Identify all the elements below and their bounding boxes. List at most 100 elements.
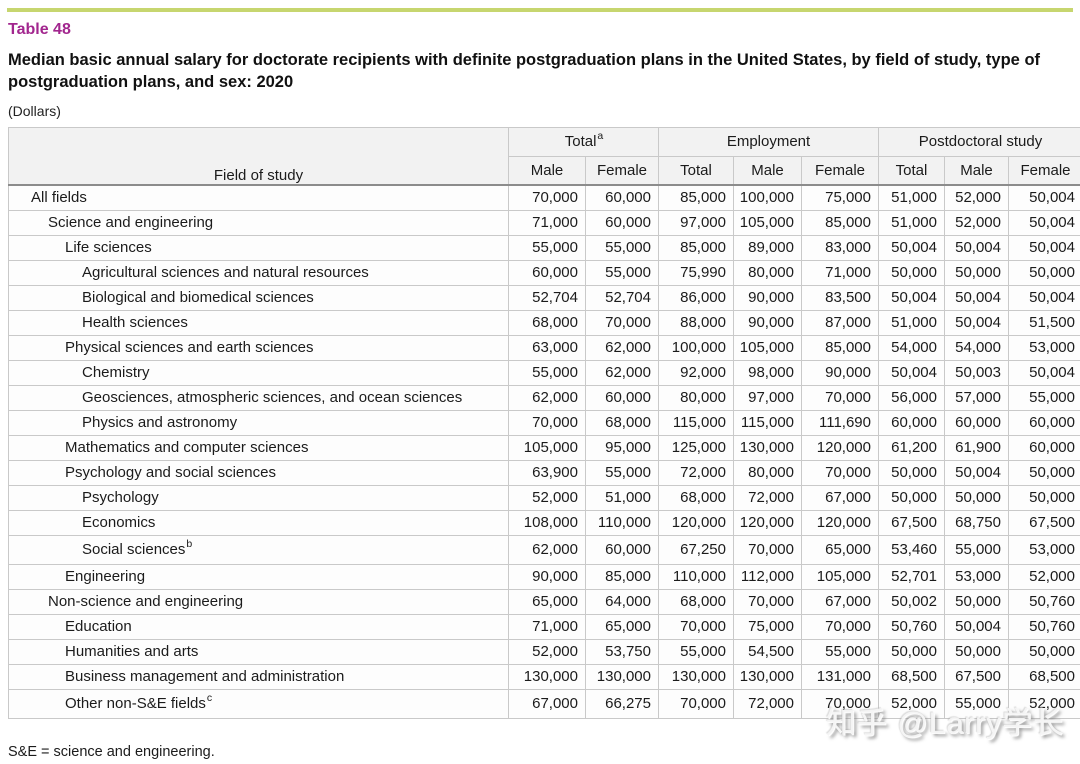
table-body: All fields 70,000 60,000 85,000 100,000 …: [9, 185, 1080, 719]
value-cell-postdoc-total: 50,000: [879, 639, 945, 664]
value-cell-postdoc-female: 68,500: [1009, 664, 1080, 689]
value-cell-employment-male: 115,000: [734, 410, 802, 435]
value-cell-postdoc-female: 50,000: [1009, 460, 1080, 485]
field-cell: Engineering: [9, 564, 509, 589]
field-label: Business management and administration: [65, 668, 344, 685]
value-cell-postdoc-male: 50,004: [945, 285, 1009, 310]
table-number-label: Table 48: [8, 21, 1072, 39]
field-cell: All fields: [9, 185, 509, 211]
value-cell-total-female: 60,000: [586, 185, 659, 211]
field-label: Humanities and arts: [65, 643, 198, 660]
value-cell-employment-female: 70,000: [802, 689, 879, 718]
value-cell-employment-male: 97,000: [734, 385, 802, 410]
value-cell-employment-total: 72,000: [659, 460, 734, 485]
table-row: Agricultural sciences and natural resour…: [9, 260, 1080, 285]
value-cell-employment-male: 75,000: [734, 614, 802, 639]
value-cell-employment-male: 100,000: [734, 185, 802, 211]
value-cell-postdoc-total: 67,500: [879, 510, 945, 535]
value-cell-postdoc-total: 52,000: [879, 689, 945, 718]
value-cell-postdoc-male: 50,004: [945, 310, 1009, 335]
value-cell-postdoc-female: 52,000: [1009, 689, 1080, 718]
value-cell-employment-female: 55,000: [802, 639, 879, 664]
value-cell-employment-female: 67,000: [802, 589, 879, 614]
subheader-employment-male: Male: [734, 156, 802, 185]
value-cell-total-male: 60,000: [509, 260, 586, 285]
table-row: Health sciences 68,000 70,000 88,000 90,…: [9, 310, 1080, 335]
value-cell-total-male: 62,000: [509, 535, 586, 564]
value-cell-total-male: 71,000: [509, 210, 586, 235]
field-cell: Mathematics and computer sciences: [9, 435, 509, 460]
value-cell-total-male: 71,000: [509, 614, 586, 639]
field-label: Social sciences: [82, 541, 185, 558]
value-cell-postdoc-female: 51,500: [1009, 310, 1080, 335]
value-cell-employment-male: 90,000: [734, 285, 802, 310]
table-row: Geosciences, atmospheric sciences, and o…: [9, 385, 1080, 410]
subheader-postdoc-female: Female: [1009, 156, 1080, 185]
value-cell-total-female: 60,000: [586, 210, 659, 235]
field-label: Physical sciences and earth sciences: [65, 339, 313, 356]
value-cell-total-female: 55,000: [586, 260, 659, 285]
value-cell-postdoc-female: 50,004: [1009, 360, 1080, 385]
table-row: Other non-S&E fieldsc 67,000 66,275 70,0…: [9, 689, 1080, 718]
value-cell-postdoc-male: 50,000: [945, 485, 1009, 510]
value-cell-postdoc-female: 50,004: [1009, 235, 1080, 260]
field-cell: Agricultural sciences and natural resour…: [9, 260, 509, 285]
value-cell-employment-total: 86,000: [659, 285, 734, 310]
value-cell-postdoc-total: 51,000: [879, 185, 945, 211]
value-cell-employment-male: 90,000: [734, 310, 802, 335]
footnote-text: S&E = science and engineering.: [8, 744, 1072, 760]
field-cell: Humanities and arts: [9, 639, 509, 664]
value-cell-postdoc-total: 52,701: [879, 564, 945, 589]
value-cell-employment-total: 68,000: [659, 589, 734, 614]
value-cell-postdoc-total: 50,000: [879, 460, 945, 485]
value-cell-employment-total: 70,000: [659, 614, 734, 639]
value-cell-postdoc-male: 50,004: [945, 235, 1009, 260]
value-cell-employment-total: 120,000: [659, 510, 734, 535]
value-cell-postdoc-total: 50,000: [879, 260, 945, 285]
subheader-postdoc-total: Total: [879, 156, 945, 185]
value-cell-employment-female: 90,000: [802, 360, 879, 385]
value-cell-employment-total: 110,000: [659, 564, 734, 589]
field-label: Mathematics and computer sciences: [65, 439, 308, 456]
value-cell-postdoc-female: 53,000: [1009, 535, 1080, 564]
value-cell-employment-total: 115,000: [659, 410, 734, 435]
value-cell-employment-total: 68,000: [659, 485, 734, 510]
field-label: Economics: [82, 514, 155, 531]
table-row: Physics and astronomy 70,000 68,000 115,…: [9, 410, 1080, 435]
value-cell-total-male: 52,000: [509, 485, 586, 510]
value-cell-total-male: 52,704: [509, 285, 586, 310]
value-cell-postdoc-female: 50,760: [1009, 589, 1080, 614]
table-row: Economics 108,000 110,000 120,000 120,00…: [9, 510, 1080, 535]
field-cell: Other non-S&E fieldsc: [9, 689, 509, 718]
table-row: All fields 70,000 60,000 85,000 100,000 …: [9, 185, 1080, 211]
value-cell-postdoc-total: 51,000: [879, 310, 945, 335]
value-cell-total-female: 110,000: [586, 510, 659, 535]
field-cell: Economics: [9, 510, 509, 535]
footnote-marker: b: [186, 538, 192, 550]
value-cell-total-male: 67,000: [509, 689, 586, 718]
value-cell-employment-female: 120,000: [802, 510, 879, 535]
value-cell-postdoc-male: 50,004: [945, 460, 1009, 485]
value-cell-employment-total: 80,000: [659, 385, 734, 410]
field-label: Health sciences: [82, 314, 188, 331]
value-cell-total-female: 51,000: [586, 485, 659, 510]
value-cell-employment-female: 111,690: [802, 410, 879, 435]
col-group-total: Totala: [509, 127, 659, 156]
value-cell-total-female: 52,704: [586, 285, 659, 310]
field-cell: Psychology and social sciences: [9, 460, 509, 485]
field-cell: Business management and administration: [9, 664, 509, 689]
value-cell-postdoc-total: 50,000: [879, 485, 945, 510]
salary-table: Field of study Totala Employment Postdoc…: [8, 127, 1080, 719]
value-cell-employment-male: 105,000: [734, 210, 802, 235]
value-cell-postdoc-female: 55,000: [1009, 385, 1080, 410]
value-cell-total-male: 70,000: [509, 410, 586, 435]
value-cell-postdoc-male: 53,000: [945, 564, 1009, 589]
value-cell-employment-total: 75,990: [659, 260, 734, 285]
value-cell-employment-total: 55,000: [659, 639, 734, 664]
table-row: Non-science and engineering 65,000 64,00…: [9, 589, 1080, 614]
value-cell-postdoc-male: 67,500: [945, 664, 1009, 689]
value-cell-employment-male: 54,500: [734, 639, 802, 664]
value-cell-total-female: 62,000: [586, 360, 659, 385]
value-cell-postdoc-total: 53,460: [879, 535, 945, 564]
value-cell-total-male: 55,000: [509, 360, 586, 385]
